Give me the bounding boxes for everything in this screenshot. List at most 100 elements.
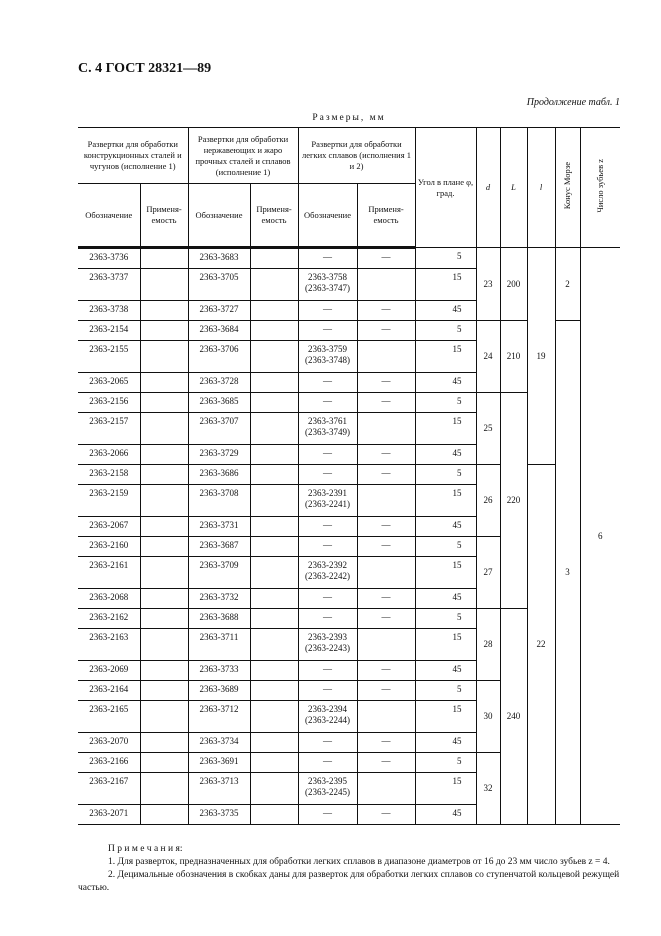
applicability-structural	[139, 464, 189, 485]
designation-light-alloys: —	[297, 464, 358, 485]
angle-cell: 15	[414, 412, 477, 445]
table-row: 2363-2161 2363-3709 2363-2392 (2363-2242) 15	[78, 556, 620, 589]
applicability-light-alloys: —	[356, 804, 416, 825]
designation-light-alloys: —	[297, 372, 358, 393]
applicability-structural	[139, 588, 189, 609]
applicability-light-alloys: —	[356, 392, 416, 413]
page-header: С. 4 ГОСТ 28321—89	[78, 61, 212, 76]
applicability-stainless	[249, 300, 299, 321]
applicability-light-alloys: —	[356, 247, 416, 269]
applicability-structural	[139, 804, 189, 825]
table-row: 2363-2155 2363-3706 2363-3759 (2363-3748) 15	[78, 340, 620, 373]
applicability-light-alloys: —	[356, 608, 416, 629]
applicability-stainless	[249, 752, 299, 773]
designation-header: Обозначение	[297, 183, 358, 249]
applicability-structural	[139, 247, 189, 269]
table-row: 2363-3738 2363-3727— —45	[78, 300, 620, 321]
applicability-structural	[139, 372, 189, 393]
applicability-stainless	[249, 268, 299, 301]
designation-structural: 2363-2160	[78, 536, 141, 557]
d-header: d	[475, 127, 501, 248]
angle-cell: 45	[414, 804, 477, 825]
group-header-stainless: Развертки для обработки нержавеющих и жа…	[187, 127, 299, 184]
applicability-structural	[139, 752, 189, 773]
table-row: 2363-2163 2363-3711 2363-2393 (2363-2243) 15	[78, 628, 620, 661]
applicability-structural	[139, 268, 189, 301]
applicability-stainless	[249, 340, 299, 373]
applicability-stainless	[249, 372, 299, 393]
applicability-stainless	[249, 536, 299, 557]
designation-stainless: 2363-3686	[187, 464, 251, 485]
designation-light-alloys: —	[297, 680, 358, 701]
d-cell: 28	[475, 608, 501, 681]
applicability-stainless	[249, 660, 299, 681]
applicability-stainless	[249, 628, 299, 661]
d-cell: 24	[475, 320, 501, 393]
designation-light-alloys: 2363-3761 (2363-3749)	[297, 412, 358, 445]
angle-cell: 15	[414, 700, 477, 733]
designation-stainless: 2363-3685	[187, 392, 251, 413]
designation-structural: 2363-2156	[78, 392, 141, 413]
angle-cell: 15	[414, 772, 477, 805]
designation-structural: 2363-2069	[78, 660, 141, 681]
designation-header: Обозначение	[78, 183, 141, 249]
angle-cell: 5	[414, 680, 477, 701]
morse-cell: 3	[554, 320, 581, 825]
designation-structural: 2363-2068	[78, 588, 141, 609]
angle-header: Угол в плане φ, град.	[414, 127, 477, 248]
applicability-structural	[139, 300, 189, 321]
angle-cell: 45	[414, 732, 477, 753]
angle-cell: 5	[414, 608, 477, 629]
designation-structural: 2363-2071	[78, 804, 141, 825]
d-cell: 23	[475, 247, 501, 321]
designation-light-alloys: —	[297, 732, 358, 753]
designation-light-alloys: —	[297, 444, 358, 465]
applicability-structural	[139, 340, 189, 373]
designation-stainless: 2363-3712	[187, 700, 251, 733]
designation-stainless: 2363-3708	[187, 484, 251, 517]
L-header: L	[499, 127, 528, 248]
L-cell: 200	[499, 247, 528, 321]
designation-structural: 2363-2158	[78, 464, 141, 485]
applicability-stainless	[249, 772, 299, 805]
designation-light-alloys: 2363-2391 (2363-2241)	[297, 484, 358, 517]
angle-cell: 15	[414, 340, 477, 373]
designation-structural: 2363-2165	[78, 700, 141, 733]
applicability-structural	[139, 628, 189, 661]
reamer-table: Развертки для обработки конструкционных …	[78, 127, 621, 825]
designation-stainless: 2363-3734	[187, 732, 251, 753]
group-header-light-alloys: Развертки для обработки легких сплавов (…	[297, 127, 416, 184]
designation-stainless: 2363-3727	[187, 300, 251, 321]
l-cell: 19	[526, 247, 556, 465]
angle-cell: 15	[414, 268, 477, 301]
designation-structural: 2363-2157	[78, 412, 141, 445]
designation-stainless: 2363-3731	[187, 516, 251, 537]
table-row: 2363-2165 2363-3712 2363-2394 (2363-2244) 15	[78, 700, 620, 733]
angle-cell: 5	[414, 320, 477, 341]
designation-stainless: 2363-3706	[187, 340, 251, 373]
applicability-light-alloys: —	[356, 752, 416, 773]
designation-stainless: 2363-3729	[187, 444, 251, 465]
teeth-header: Число зубьев z	[579, 127, 621, 248]
applicability-stainless	[249, 484, 299, 517]
designation-structural: 2363-2154	[78, 320, 141, 341]
note-2: 2. Децимальные обозначения в скобках дан…	[78, 870, 620, 893]
designation-structural: 2363-3738	[78, 300, 141, 321]
table-row: 2363-2066 2363-3729— —45	[78, 444, 620, 465]
designation-light-alloys: 2363-2393 (2363-2243)	[297, 628, 358, 661]
applicability-stainless	[249, 700, 299, 733]
d-cell: 30	[475, 680, 501, 753]
applicability-stainless	[249, 608, 299, 629]
designation-stainless: 2363-3709	[187, 556, 251, 589]
applicability-light-alloys	[356, 412, 416, 445]
applicability-light-alloys	[356, 268, 416, 301]
d-cell: 26	[475, 464, 501, 537]
applicability-structural	[139, 732, 189, 753]
designation-light-alloys: 2363-3759 (2363-3748)	[297, 340, 358, 373]
applicability-stainless	[249, 444, 299, 465]
table-row: 2363-3736 2363-3683— —5 23 200 19 2 6	[78, 247, 621, 825]
designation-light-alloys: —	[297, 660, 358, 681]
applicability-structural	[139, 772, 189, 805]
designation-stainless: 2363-3688	[187, 608, 251, 629]
